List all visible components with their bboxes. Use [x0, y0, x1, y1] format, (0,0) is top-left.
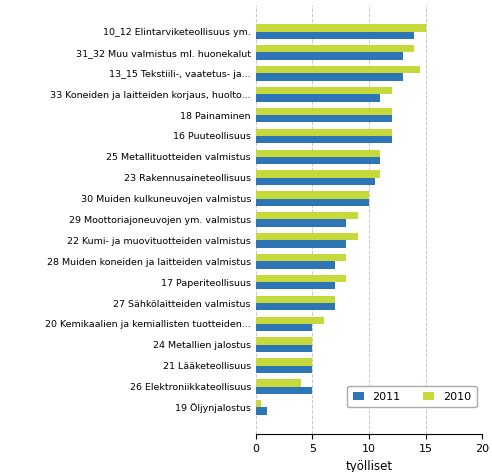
Bar [256, 407, 267, 415]
Bar [256, 233, 358, 240]
Bar [256, 379, 301, 387]
Bar [256, 170, 380, 178]
Bar [256, 337, 312, 345]
Bar [256, 66, 420, 73]
Bar [256, 108, 392, 115]
Bar [256, 94, 380, 101]
Bar [256, 150, 380, 157]
Bar [256, 400, 262, 407]
Bar [256, 136, 392, 143]
Bar [256, 275, 346, 282]
Bar [256, 191, 369, 199]
Bar [256, 73, 403, 81]
Bar [256, 303, 335, 310]
Bar [256, 87, 392, 94]
Legend: 2011, 2010: 2011, 2010 [347, 386, 477, 407]
Bar [256, 115, 392, 122]
Bar [256, 282, 335, 289]
Bar [256, 324, 312, 331]
Bar [256, 24, 426, 32]
X-axis label: työlliset: työlliset [345, 460, 393, 472]
Bar [256, 358, 312, 366]
Bar [256, 366, 312, 373]
Bar [256, 387, 312, 394]
Bar [256, 212, 358, 219]
Bar [256, 345, 312, 352]
Bar [256, 219, 346, 227]
Bar [256, 157, 380, 164]
Bar [256, 32, 414, 39]
Bar [256, 254, 346, 261]
Bar [256, 178, 375, 185]
Bar [256, 129, 392, 136]
Bar [256, 295, 335, 303]
Bar [256, 261, 335, 269]
Bar [256, 199, 369, 206]
Bar [256, 240, 346, 248]
Bar [256, 317, 324, 324]
Bar [256, 52, 403, 60]
Bar [256, 45, 414, 52]
